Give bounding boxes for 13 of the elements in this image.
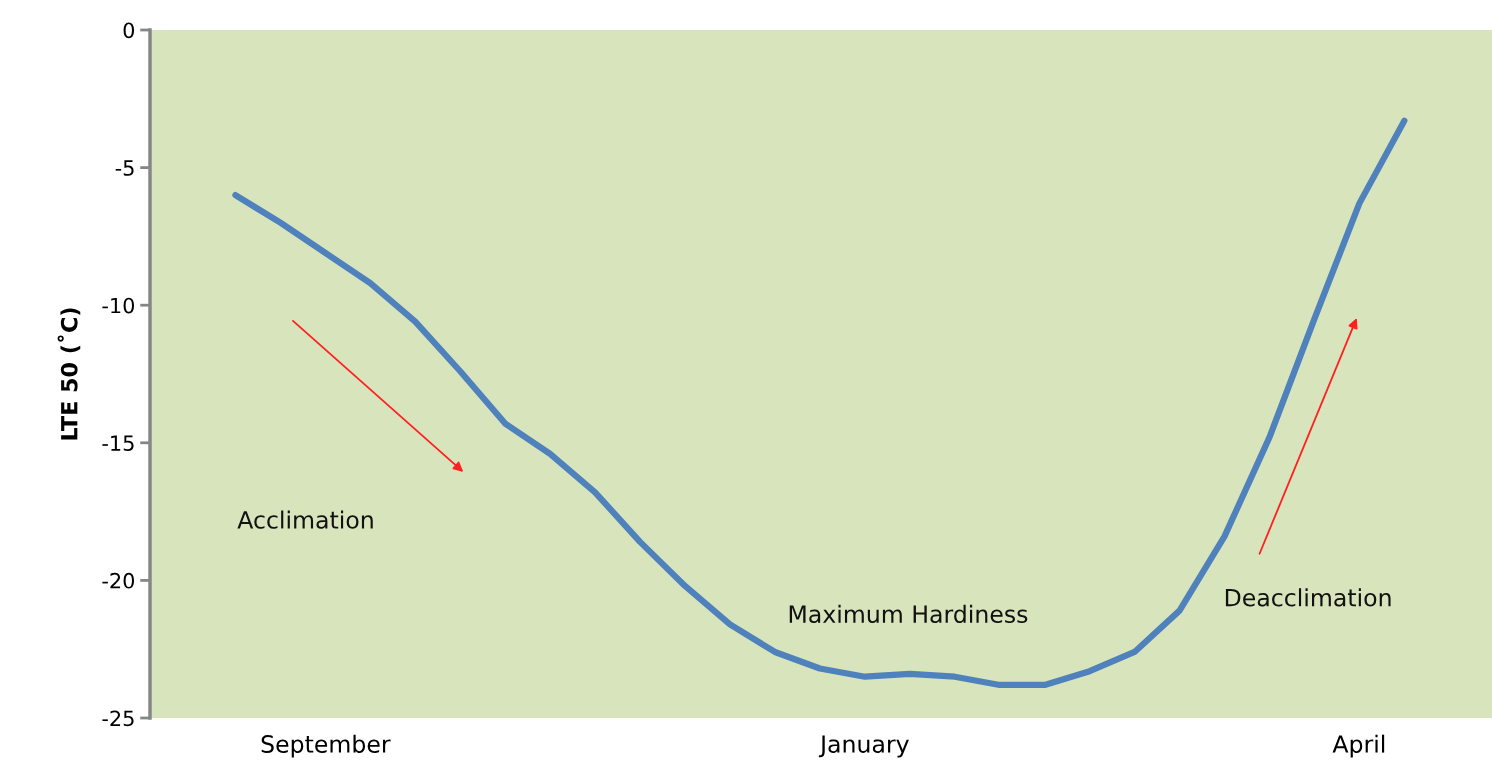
x-tick-label: September [261,734,391,758]
x-tick-label: April [1332,734,1385,758]
annotation: Acclimation [237,510,373,529]
annotation: Deacclimation [1225,588,1391,607]
y-tick-label: -20 [102,572,135,589]
y-tick-label: -5 [115,160,134,176]
y-axis-title: LTE 50 (˚C) [57,308,81,440]
x-tick-label: January [818,735,909,758]
annotation: Maximum Hardiness [789,604,1028,624]
y-tick-label: 0 [123,22,135,39]
y-tick-label: -25 [102,710,134,727]
y-tick-label: -15 [102,435,134,452]
y-tick-label: -10 [102,297,135,314]
